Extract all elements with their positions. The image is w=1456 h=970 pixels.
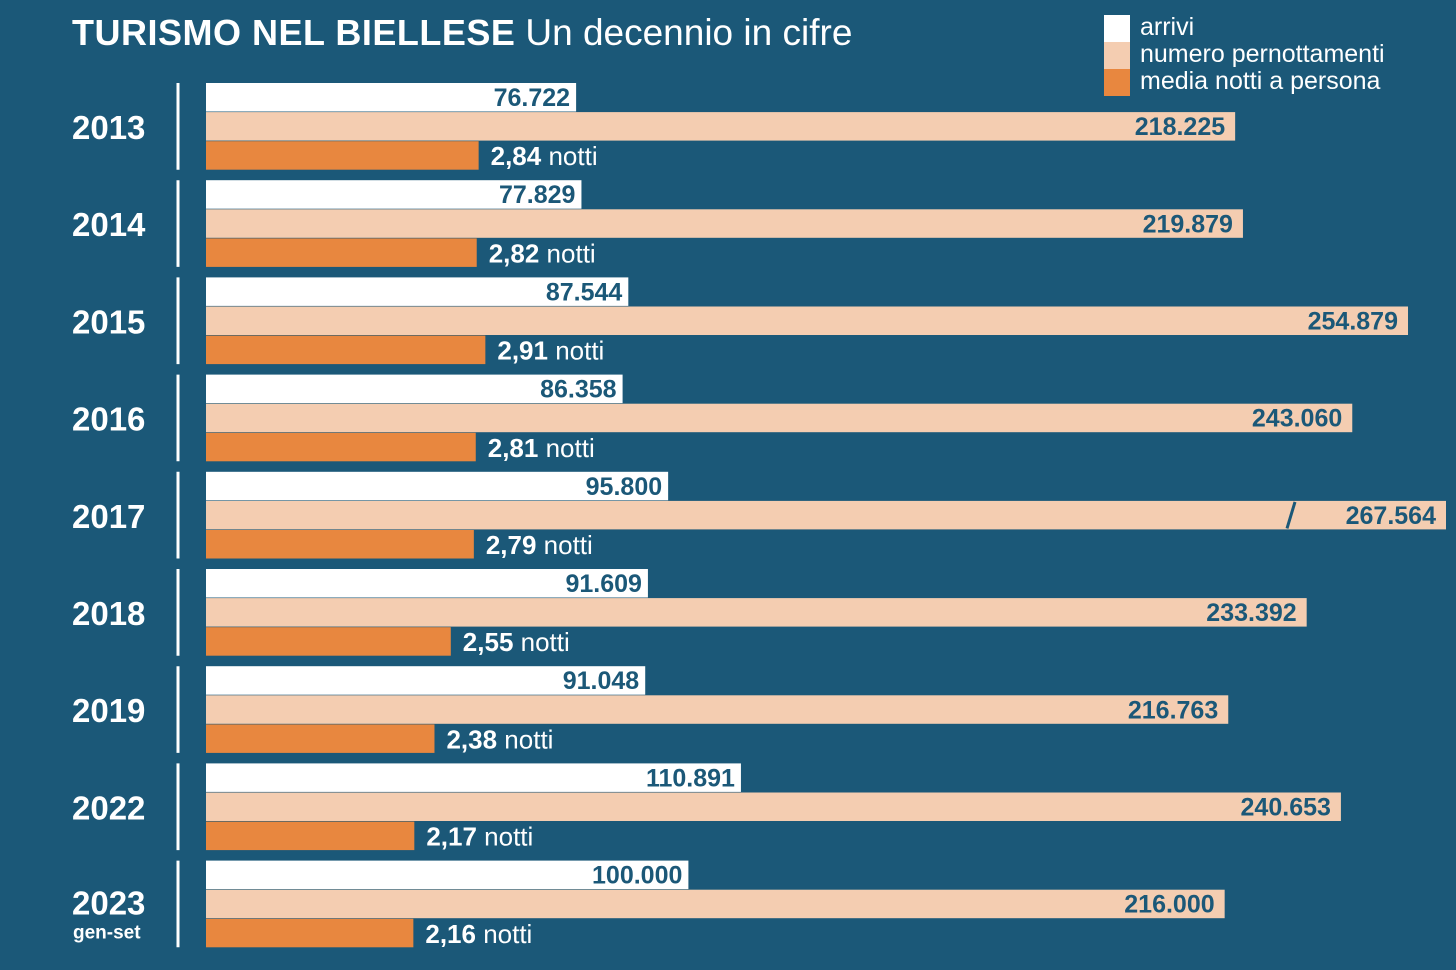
bar-media-notti-2018	[206, 627, 451, 656]
data-label-pernottamenti-2019: 216.763	[1128, 696, 1218, 724]
bar-arrivi-2015	[206, 277, 629, 306]
legend-label-pernottamenti: numero pernottamenti	[1140, 40, 1385, 68]
data-label-media-notti-2013: 2,84 notti	[491, 141, 598, 171]
year-label-2018: 2018	[72, 595, 145, 632]
data-label-media-notti-2019: 2,38 notti	[446, 724, 553, 754]
data-label-pernottamenti-2022: 240.653	[1241, 794, 1331, 822]
data-label-pernottamenti-2023: 216.000	[1124, 891, 1214, 919]
bar-arrivi-2019	[206, 666, 646, 695]
data-label-arrivi-2019: 91.048	[563, 667, 640, 695]
bar-pernottamenti-2015	[206, 306, 1409, 335]
bar-media-notti-2017	[206, 530, 474, 559]
year-label-2015: 2015	[72, 303, 145, 340]
year-label-2023: 2023	[72, 885, 145, 922]
legend-swatch-pernottamenti	[1104, 42, 1130, 69]
legend-swatch-arrivi	[1104, 15, 1130, 42]
data-label-arrivi-2016: 86.358	[540, 376, 617, 404]
data-label-pernottamenti-2013: 218.225	[1135, 113, 1225, 141]
bar-pernottamenti-2022	[206, 792, 1341, 821]
year-note-2023: gen-set	[73, 923, 141, 944]
bar-arrivi-2018	[206, 569, 648, 598]
data-label-media-notti-2015: 2,91 notti	[497, 336, 604, 366]
bar-pernottamenti-2014	[206, 209, 1243, 238]
year-label-2013: 2013	[72, 109, 145, 146]
bar-media-notti-2022	[206, 821, 415, 851]
bar-media-notti-2023	[206, 918, 414, 948]
legend-label-arrivi: arrivi	[1140, 13, 1195, 41]
bar-media-notti-2014	[206, 238, 477, 267]
legend-label-media-notti: media notti a persona	[1140, 67, 1381, 95]
chart-title-block: TURISMO NEL BIELLESE Un decennio in cifre	[72, 12, 852, 54]
data-label-arrivi-2018: 91.609	[565, 570, 641, 598]
data-label-media-notti-2016: 2,81 notti	[488, 433, 595, 463]
data-label-arrivi-2022: 110.891	[646, 764, 735, 792]
bar-arrivi-2013	[206, 83, 577, 112]
data-label-arrivi-2015: 87.544	[546, 278, 623, 306]
year-label-2016: 2016	[72, 401, 145, 438]
data-label-pernottamenti-2017: 267.564	[1346, 502, 1436, 530]
data-label-arrivi-2014: 77.829	[499, 181, 575, 209]
bar-arrivi-2014	[206, 180, 582, 209]
bar-pernottamenti-2016	[206, 403, 1353, 433]
bar-pernottamenti-2019	[206, 695, 1229, 724]
bar-pernottamenti-2017	[206, 500, 1446, 530]
data-label-pernottamenti-2015: 254.879	[1308, 308, 1398, 336]
bar-arrivi-2016	[206, 374, 623, 404]
chart-title: TURISMO NEL BIELLESE	[72, 12, 516, 53]
data-label-media-notti-2022: 2,17 notti	[426, 822, 533, 852]
year-label-2017: 2017	[72, 498, 145, 535]
bar-media-notti-2016	[206, 432, 476, 462]
bar-media-notti-2013	[206, 141, 479, 170]
bar-pernottamenti-2018	[206, 598, 1307, 627]
data-label-arrivi-2013: 76.722	[494, 84, 570, 112]
data-label-media-notti-2023: 2,16 notti	[425, 919, 532, 949]
year-label-2014: 2014	[72, 206, 146, 243]
data-label-arrivi-2023: 100.000	[592, 862, 682, 890]
bar-media-notti-2019	[206, 724, 435, 753]
data-label-media-notti-2017: 2,79 notti	[486, 530, 593, 560]
bar-arrivi-2023	[206, 860, 689, 890]
data-label-media-notti-2018: 2,55 notti	[463, 627, 570, 657]
chart-subtitle: Un decennio in cifre	[525, 12, 853, 53]
year-label-2019: 2019	[72, 692, 145, 729]
bar-pernottamenti-2013	[206, 112, 1236, 141]
year-label-2022: 2022	[72, 789, 145, 826]
data-label-pernottamenti-2018: 233.392	[1206, 599, 1296, 627]
axis-break-mark	[1285, 501, 1297, 529]
data-label-media-notti-2014: 2,82 notti	[489, 238, 596, 268]
data-label-pernottamenti-2016: 243.060	[1252, 405, 1342, 433]
bar-arrivi-2017	[206, 471, 669, 501]
bar-media-notti-2015	[206, 335, 486, 365]
data-label-arrivi-2017: 95.800	[586, 473, 662, 501]
legend-swatch-media-notti	[1104, 69, 1130, 96]
bar-arrivi-2022	[206, 763, 741, 792]
bar-pernottamenti-2023	[206, 889, 1225, 919]
data-label-pernottamenti-2014: 219.879	[1143, 210, 1233, 238]
